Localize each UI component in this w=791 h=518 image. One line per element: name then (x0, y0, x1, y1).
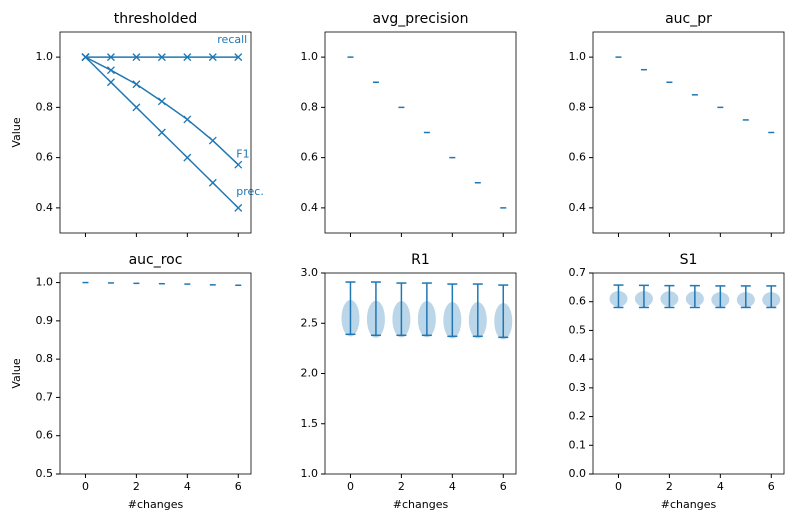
marker (234, 203, 243, 212)
x-tick-label: 6 (235, 480, 242, 493)
x-tick-label: 2 (398, 480, 405, 493)
subplot: R1 1.0 1.5 2.0 2.5 3.0 0 2 4 6 #changes (301, 252, 517, 511)
subplot-title: auc_pr (665, 11, 712, 27)
y-tick-label: 0.6 (569, 151, 587, 164)
y-tick-label: 0.6 (301, 151, 319, 164)
marker (106, 66, 115, 75)
axes-frame (324, 272, 517, 475)
x-axis-label: #changes (661, 498, 717, 511)
x-tick-label: 4 (449, 480, 456, 493)
y-tick-label: 1.0 (301, 467, 319, 480)
y-tick-label: 0.4 (569, 352, 587, 365)
y-tick-label: 0.0 (569, 467, 587, 480)
subplot: S1 0.0 0.1 0.2 0.3 0.4 0.5 0.6 0.7 0 2 4 6 #changes (569, 252, 785, 511)
subplot-title: avg_precision (373, 11, 469, 27)
marker (132, 80, 141, 89)
y-tick-label: 0.1 (569, 438, 587, 451)
marker (157, 128, 166, 137)
y-tick-label: 0.5 (36, 467, 54, 480)
series-label: recall (217, 33, 247, 46)
marker (183, 153, 192, 162)
x-tick-label: 4 (184, 480, 191, 493)
y-axis-label: Value (10, 117, 23, 147)
axes-frame (59, 272, 252, 475)
axes-frame (324, 31, 517, 234)
subplot: auc_pr 0.4 0.6 0.8 1.0 (569, 11, 785, 237)
marker (157, 53, 166, 62)
y-tick-label: 0.6 (36, 429, 54, 442)
marker (208, 178, 217, 187)
y-tick-label: 0.4 (301, 201, 319, 214)
y-tick-label: 0.9 (36, 314, 54, 327)
y-tick-label: 0.7 (569, 266, 587, 279)
marker (183, 115, 192, 124)
y-tick-label: 1.0 (36, 50, 54, 63)
marker (183, 53, 192, 62)
y-tick-label: 1.0 (569, 50, 587, 63)
subplot-title: auc_roc (129, 252, 183, 268)
x-tick-label: 6 (500, 480, 507, 493)
y-tick-label: 0.3 (569, 381, 587, 394)
y-tick-label: 0.5 (569, 323, 587, 336)
y-tick-label: 0.8 (569, 100, 587, 113)
x-tick-label: 0 (82, 480, 89, 493)
axes-frame (592, 272, 785, 475)
x-axis-label: #changes (128, 498, 184, 511)
y-tick-label: 2.5 (301, 316, 319, 329)
subplot-title: S1 (680, 252, 698, 268)
subplot: thresholded 0.4 0.6 0.8 1.0 Value recall F1 prec… (10, 11, 264, 237)
y-axis-label: Value (10, 358, 23, 388)
x-tick-label: 2 (666, 480, 673, 493)
marker (132, 53, 141, 62)
marker (157, 97, 166, 106)
marker (208, 136, 217, 145)
y-tick-label: 0.2 (569, 410, 587, 423)
x-tick-label: 0 (347, 480, 354, 493)
x-tick-label: 4 (717, 480, 724, 493)
y-tick-label: 1.0 (301, 50, 319, 63)
x-tick-label: 0 (615, 480, 622, 493)
marker (106, 78, 115, 87)
subplot: auc_roc 0.5 0.6 0.7 0.8 0.9 1.0 0 2 4 6 #changes Val… (10, 252, 252, 511)
marker (106, 53, 115, 62)
subplot-title: thresholded (114, 11, 197, 27)
y-tick-label: 0.4 (36, 201, 54, 214)
y-tick-label: 0.8 (36, 352, 54, 365)
x-axis-label: #changes (393, 498, 449, 511)
y-tick-label: 0.6 (36, 151, 54, 164)
subplot: avg_precision 0.4 0.6 0.8 1.0 (301, 11, 517, 237)
y-tick-label: 3.0 (301, 266, 319, 279)
y-tick-label: 0.8 (36, 100, 54, 113)
series-label: prec. (236, 185, 264, 198)
marker (208, 53, 217, 62)
marker (132, 103, 141, 112)
y-tick-label: 0.8 (301, 100, 319, 113)
marker (81, 53, 90, 62)
y-tick-label: 1.5 (301, 417, 319, 430)
y-tick-label: 0.6 (569, 295, 587, 308)
x-tick-label: 6 (768, 480, 775, 493)
marker (234, 53, 243, 62)
y-tick-label: 2.0 (301, 367, 319, 380)
y-tick-label: 0.4 (569, 201, 587, 214)
series-label: F1 (236, 148, 249, 161)
axes-frame (59, 31, 252, 234)
y-tick-label: 1.0 (36, 276, 54, 289)
x-tick-label: 2 (133, 480, 140, 493)
marker (234, 160, 243, 169)
axes-frame (592, 31, 785, 234)
subplot-title: R1 (411, 252, 430, 268)
y-tick-label: 0.7 (36, 390, 54, 403)
